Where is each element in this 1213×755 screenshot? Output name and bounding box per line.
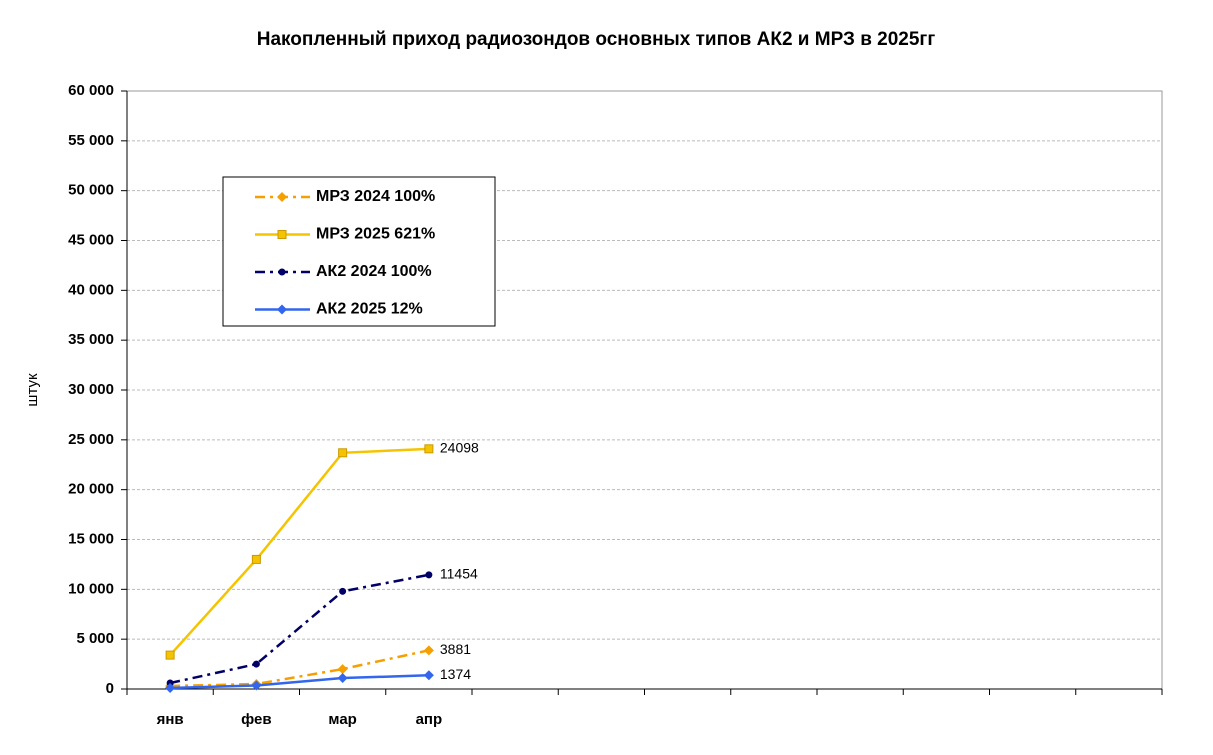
marker — [423, 670, 434, 681]
data-label: 24098 — [440, 440, 479, 456]
marker — [337, 664, 348, 675]
y-axis-label: штук — [24, 373, 41, 407]
legend-box — [222, 176, 496, 327]
data-label: 11454 — [440, 566, 478, 582]
y-tick-label: 55 000 — [68, 132, 114, 149]
y-tick-label: 45 000 — [68, 231, 114, 248]
x-tick-label: мар — [328, 711, 356, 728]
y-tick-label: 20 000 — [68, 481, 114, 498]
x-tick-label: янв — [157, 711, 184, 728]
marker — [251, 554, 261, 564]
marker — [165, 683, 176, 694]
marker — [251, 680, 262, 691]
legend-marker — [277, 304, 287, 315]
legend-label: АК2 2025 12% — [316, 301, 423, 318]
y-tick-label: 25 000 — [68, 431, 114, 448]
y-tick-label: 5 000 — [76, 630, 114, 647]
y-tick-label: 0 — [106, 680, 114, 697]
y-tick-label: 60 000 — [68, 82, 114, 99]
series-line — [169, 447, 429, 656]
marker — [338, 448, 348, 458]
y-tick-label: 35 000 — [68, 331, 114, 348]
legend-label: АК2 2024 100% — [316, 263, 432, 280]
marker — [423, 645, 434, 656]
marker — [339, 587, 347, 595]
chart-title: Накопленный приход радиозондов основных … — [257, 29, 936, 50]
marker — [165, 650, 175, 660]
marker — [425, 571, 433, 579]
legend-marker — [277, 192, 287, 202]
data-label: 1374 — [440, 666, 471, 682]
series-line — [169, 573, 430, 685]
y-tick-label: 50 000 — [68, 182, 114, 199]
y-tick-label: 30 000 — [68, 381, 114, 398]
legend-label: МРЗ 2024 100% — [316, 188, 435, 205]
series-line — [170, 674, 429, 690]
legend-marker — [278, 268, 286, 276]
legend-marker — [277, 230, 287, 239]
y-tick-label: 40 000 — [68, 281, 114, 298]
marker — [337, 673, 348, 684]
series-line — [170, 649, 430, 688]
x-tick-label: апр — [416, 711, 443, 728]
data-label: 3881 — [440, 641, 471, 657]
legend-label: МРЗ 2025 621% — [316, 226, 435, 243]
x-tick-label: фев — [241, 711, 272, 728]
marker — [252, 660, 260, 668]
y-tick-label: 15 000 — [68, 530, 114, 547]
marker — [424, 444, 434, 454]
y-tick-label: 10 000 — [68, 580, 114, 597]
